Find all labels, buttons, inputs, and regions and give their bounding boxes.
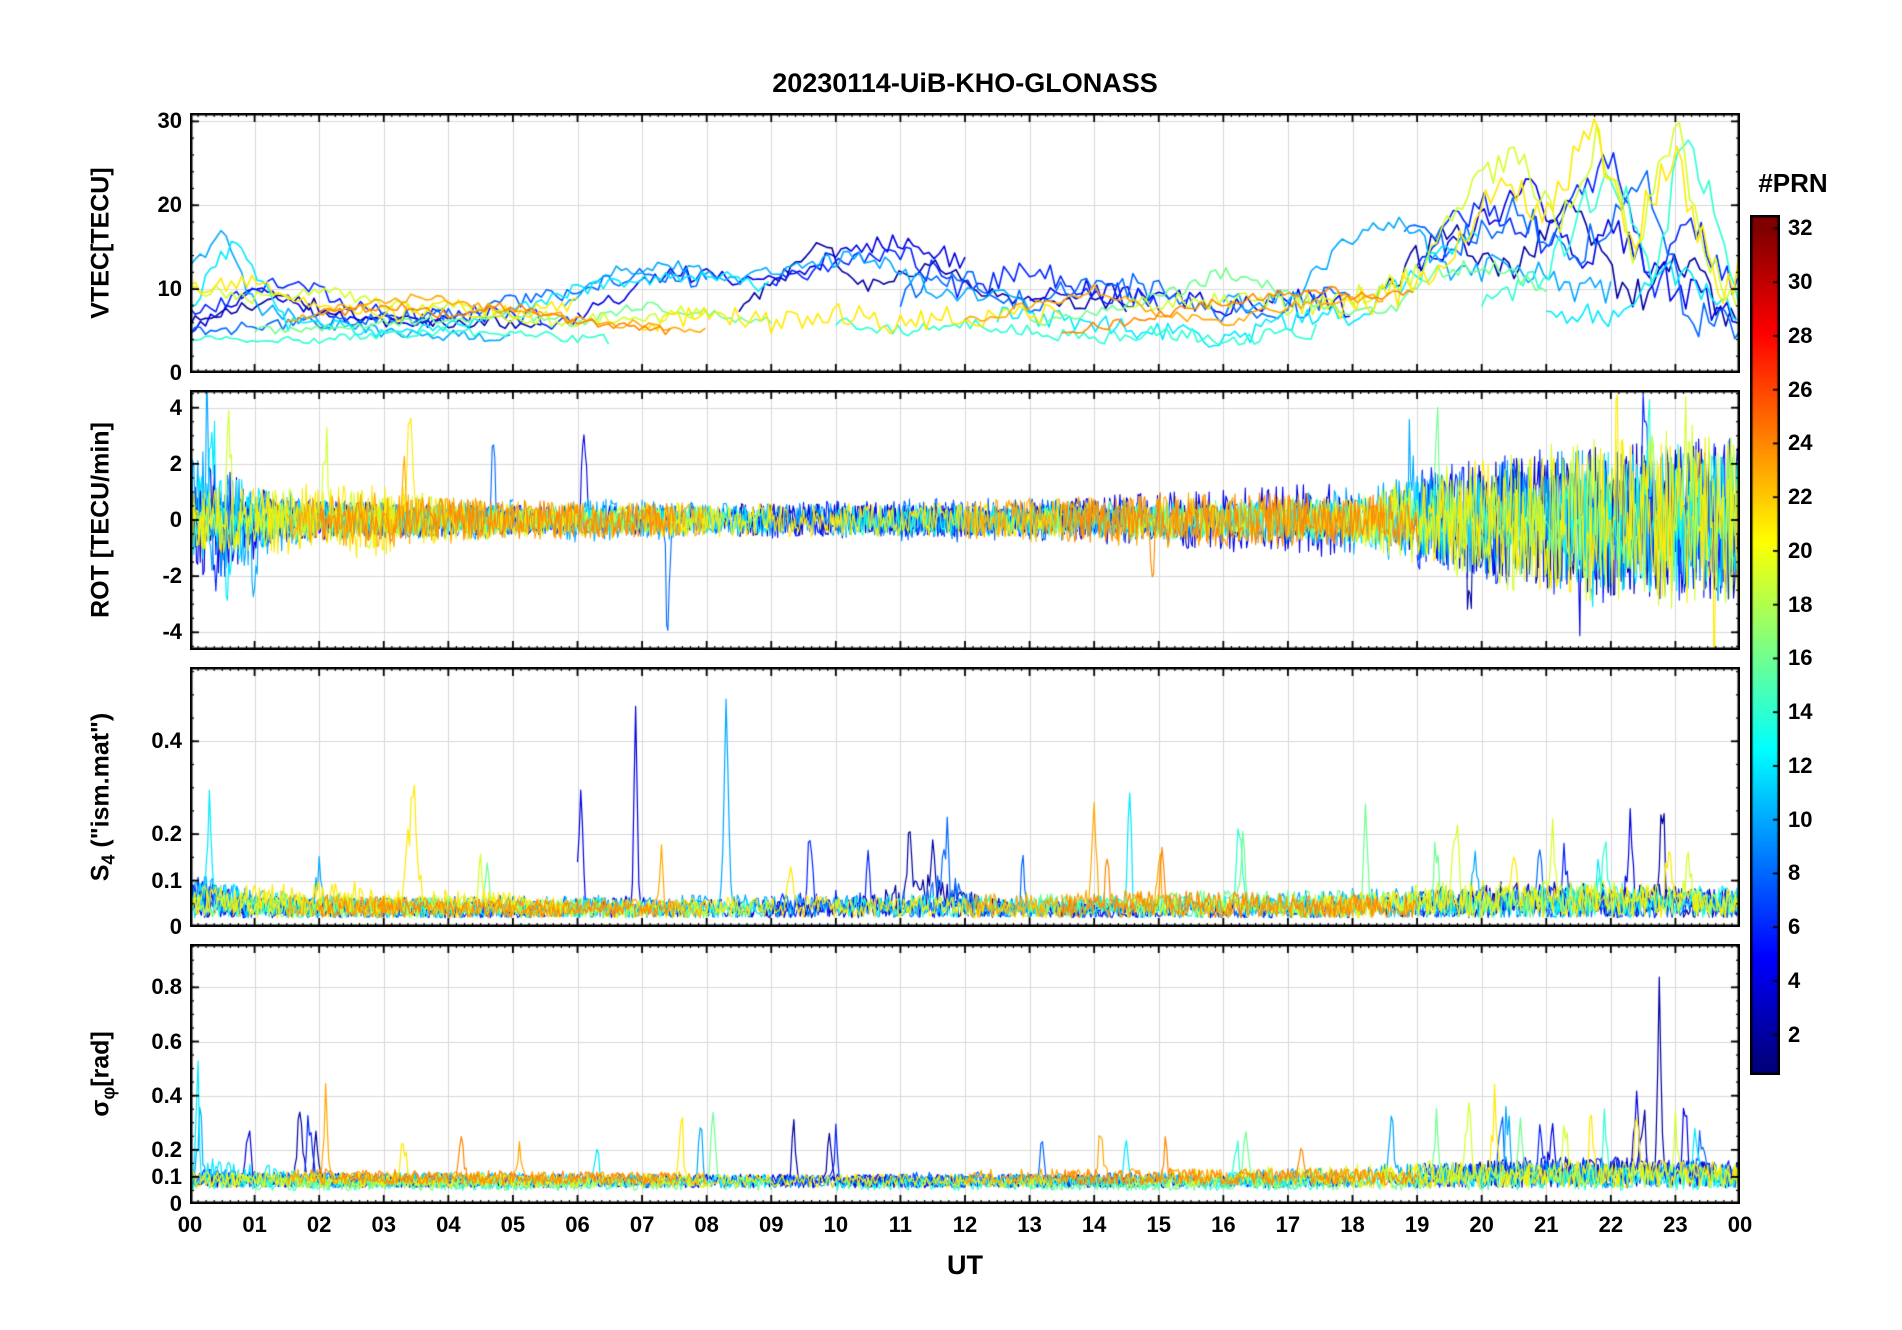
y-tick-label: 0.4 (151, 728, 182, 754)
colorbar-tick-label: 8 (1788, 860, 1801, 886)
y-tick-label: 0.1 (151, 1163, 182, 1189)
colorbar-tick-label: 32 (1788, 215, 1813, 241)
y-tick-label: 2 (169, 450, 182, 476)
x-tick-label: 13 (1017, 1212, 1042, 1237)
y-tick-label: 4 (169, 394, 182, 420)
x-tick-label: 15 (1146, 1212, 1171, 1237)
rot-plot-canvas (190, 390, 1740, 650)
colorbar-tick-label: 30 (1788, 269, 1813, 295)
x-tick-label: 23 (1663, 1212, 1688, 1237)
x-tick-label: 16 (1211, 1212, 1236, 1237)
colorbar-tick-label: 16 (1788, 645, 1813, 671)
y-tick-label: 20 (157, 192, 182, 218)
x-tick-label: 07 (629, 1212, 655, 1237)
y-axis-label-sigma-phi: σφ[rad] (86, 1031, 119, 1117)
x-tick-label: 04 (436, 1212, 461, 1237)
x-tick-label: 14 (1081, 1212, 1107, 1237)
colorbar-tick-label: 4 (1788, 967, 1801, 993)
colorbar-title: #PRN (1758, 168, 1828, 198)
y-tick-label: 30 (157, 108, 182, 134)
colorbar-tick-label: 10 (1788, 806, 1813, 832)
y-axis-label-rot: ROT [TECU/min] (86, 422, 115, 618)
x-axis-label: UT (947, 1250, 983, 1280)
colorbar-tick-label: 6 (1788, 914, 1801, 940)
x-tick-label: 09 (759, 1212, 784, 1237)
y-tick-label: 0 (169, 507, 182, 532)
x-tick-label: 22 (1598, 1212, 1624, 1237)
colorbar-tick-label: 14 (1788, 699, 1813, 725)
x-tick-label: 08 (694, 1212, 719, 1237)
y-tick-label: 0.4 (151, 1082, 182, 1108)
colorbar-tick-label: 18 (1788, 591, 1813, 617)
colorbar-tick-label: 20 (1788, 537, 1813, 563)
x-tick-label: 05 (500, 1212, 526, 1237)
y-tick-label: 0.8 (151, 974, 182, 1000)
x-tick-label: 01 (242, 1212, 267, 1237)
y-tick-label: 0 (169, 1191, 182, 1216)
y-tick-label: 0 (169, 914, 182, 939)
s4-plot-canvas (190, 667, 1740, 927)
y-axis-label-s4: S4 ("ism.mat") (86, 712, 119, 882)
colorbar-tick-label: 26 (1788, 376, 1813, 402)
chart-title: 20230114-UiB-KHO-GLONASS (772, 68, 1158, 98)
sigma-phi-plot-canvas (190, 944, 1740, 1204)
x-tick-label: 03 (371, 1212, 396, 1237)
y-tick-label: 0.2 (151, 1136, 182, 1162)
x-tick-label: 10 (823, 1212, 849, 1237)
y-axis-label-vtec: VTEC[TECU] (86, 167, 115, 319)
x-tick-label: 20 (1469, 1212, 1494, 1237)
y-tick-label: 0.2 (151, 821, 182, 847)
colorbar-tick-label: 12 (1788, 752, 1813, 778)
x-tick-label: 12 (952, 1212, 978, 1237)
y-tick-label: 0.1 (151, 867, 182, 893)
colorbar-tick-label: 24 (1788, 430, 1813, 456)
x-tick-label: 00 (1727, 1212, 1753, 1237)
y-tick-label: 0 (169, 360, 182, 385)
x-tick-label: 18 (1340, 1212, 1365, 1237)
colorbar-canvas (1750, 215, 1780, 1075)
y-tick-label: -2 (162, 563, 182, 589)
x-tick-label: 11 (888, 1212, 913, 1237)
x-tick-label: 02 (306, 1212, 332, 1237)
colorbar-tick-label: 22 (1788, 484, 1813, 510)
y-tick-label: -4 (162, 619, 182, 645)
x-tick-label: 00 (177, 1212, 203, 1237)
colorbar-tick-label: 2 (1788, 1021, 1801, 1047)
vtec-plot-canvas (190, 113, 1740, 373)
x-tick-label: 21 (1534, 1212, 1559, 1237)
y-tick-label: 0.6 (151, 1028, 182, 1054)
x-tick-label: 06 (565, 1212, 590, 1237)
colorbar-tick-label: 28 (1788, 322, 1813, 348)
x-tick-label: 19 (1404, 1212, 1430, 1237)
x-tick-label: 17 (1275, 1212, 1301, 1237)
y-tick-label: 10 (157, 276, 182, 302)
